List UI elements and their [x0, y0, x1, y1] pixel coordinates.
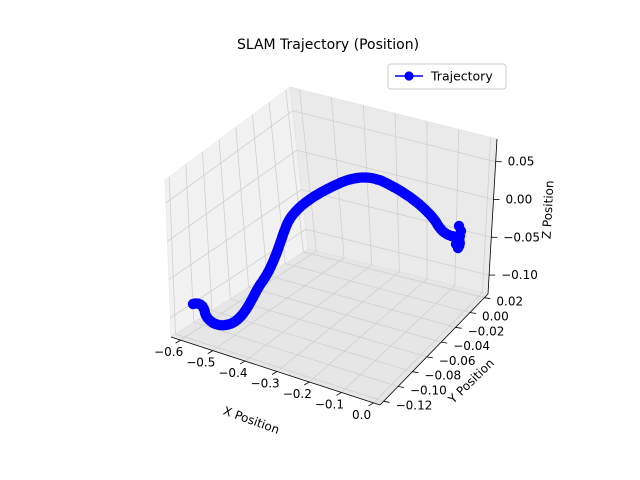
- y-tick-label: 0.00: [482, 310, 509, 324]
- y-tick-label: −0.02: [468, 324, 505, 338]
- y-grid-floor: [211, 310, 413, 373]
- x-grid-back: [331, 97, 345, 259]
- y-grid-back: [218, 139, 231, 299]
- y-tick-label: −0.12: [396, 398, 433, 412]
- y-grid-back: [252, 114, 268, 276]
- trajectory-series: [187, 172, 467, 331]
- y-tick-mark: [383, 400, 390, 403]
- z-tick-label: −0.10: [501, 268, 538, 282]
- z-axis-line: [487, 138, 498, 295]
- z-tick-label: −0.05: [503, 230, 540, 244]
- x-tick-mark: [207, 350, 214, 354]
- y-grid-floor: [285, 263, 471, 313]
- y-grid-back: [168, 176, 176, 335]
- x-tick-label: −0.1: [315, 397, 344, 411]
- y-tick-mark: [484, 297, 491, 300]
- z-axis-label: Z Position: [539, 180, 556, 239]
- y-tick-label: −0.04: [453, 339, 490, 353]
- z-grid-left: [165, 110, 293, 204]
- x-tick-mark: [336, 392, 342, 396]
- y-tick-mark: [441, 341, 448, 344]
- trajectory-point: [450, 238, 462, 250]
- y-grid-back: [202, 152, 213, 311]
- y-grid-floor: [266, 275, 456, 328]
- y-tick-label: −0.08: [424, 369, 461, 383]
- y-axis-line: [379, 293, 489, 406]
- y-tick-mark: [469, 312, 477, 314]
- chart-title: SLAM Trajectory (Position): [237, 37, 419, 53]
- x-grid-back: [482, 137, 492, 293]
- axis-lines: [170, 138, 502, 407]
- y-tick-mark: [412, 371, 419, 374]
- y-tick-mark: [397, 386, 405, 388]
- legend-label: Trajectory: [430, 69, 493, 84]
- x-grid-back: [454, 129, 460, 286]
- x-tick-mark: [175, 339, 181, 344]
- x-tick-label: −0.3: [251, 377, 280, 391]
- y-tick-label: 0.02: [496, 295, 523, 309]
- z-grid-right: [292, 110, 496, 163]
- x-tick-label: −0.6: [154, 345, 183, 359]
- x-tick-label: −0.5: [186, 356, 215, 370]
- y-tick-mark: [426, 356, 433, 359]
- y-grid-back: [235, 127, 250, 288]
- x-tick-mark: [304, 381, 310, 386]
- z-tick-label: 0.00: [505, 192, 532, 206]
- legend-marker-swatch: [404, 71, 414, 81]
- x-axis-line: [170, 336, 381, 406]
- y-tick-mark: [455, 326, 462, 329]
- x-tick-mark: [271, 371, 278, 375]
- x-tick-label: −0.4: [218, 366, 247, 380]
- x-tick-label: 0.0: [352, 408, 371, 422]
- legend-box: [387, 63, 507, 90]
- legend: Trajectory: [387, 63, 507, 90]
- z-grid-right: [305, 228, 490, 276]
- y-grid-floor: [193, 321, 399, 387]
- y-grid-floor: [303, 251, 485, 299]
- y-grid-floor: [175, 333, 384, 402]
- x-tick-mark: [368, 402, 374, 407]
- x-axis-label: X Position: [221, 404, 281, 437]
- x-grid-back: [362, 105, 373, 265]
- y-grid-floor: [230, 298, 427, 358]
- z-grid-left: [168, 189, 302, 280]
- x-tick-label: −0.2: [283, 387, 312, 401]
- x-tick-mark: [239, 360, 246, 365]
- y-grid-floor: [248, 286, 442, 343]
- x-grid-back: [299, 89, 317, 252]
- y-tick-label: −0.06: [439, 354, 476, 368]
- z-grid-left: [167, 149, 298, 242]
- y-grid-back: [285, 90, 304, 252]
- tick-labels: −0.6−0.5−0.4−0.3−0.2−0.10.0−0.12−0.10−0.…: [154, 155, 540, 422]
- z-grid-right: [296, 149, 494, 200]
- z-tick-label: 0.05: [508, 155, 535, 169]
- y-grid-back: [185, 164, 195, 323]
- y-tick-label: −0.10: [410, 384, 447, 398]
